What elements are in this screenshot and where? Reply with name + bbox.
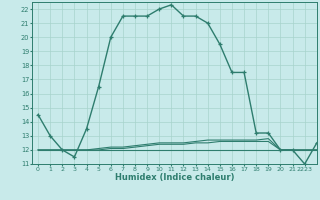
X-axis label: Humidex (Indice chaleur): Humidex (Indice chaleur): [115, 173, 234, 182]
